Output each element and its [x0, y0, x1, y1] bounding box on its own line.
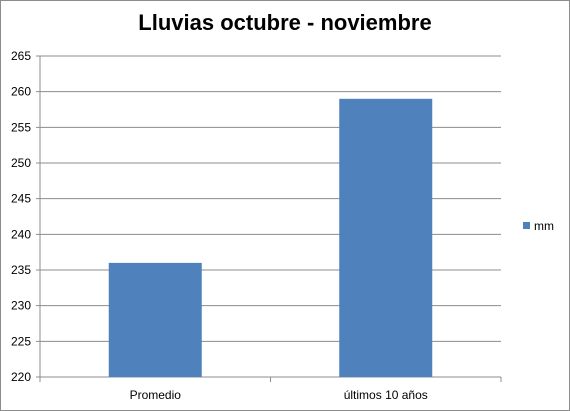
legend-swatch — [523, 222, 530, 229]
y-tick-label: 230 — [11, 299, 31, 313]
y-tick-label: 255 — [11, 120, 31, 134]
y-tick-label: 225 — [11, 334, 31, 348]
x-tick-label: últimos 10 años — [344, 388, 428, 402]
y-tick-label: 235 — [11, 263, 31, 277]
x-tick-label: Promedio — [130, 388, 182, 402]
y-tick-label: 240 — [11, 227, 31, 241]
y-tick-label: 260 — [11, 85, 31, 99]
chart-title: Lluvias octubre - noviembre — [138, 10, 432, 35]
bar — [108, 262, 202, 377]
y-tick-label: 245 — [11, 192, 31, 206]
bar — [339, 98, 433, 378]
y-tick-label: 250 — [11, 156, 31, 170]
y-tick-label: 220 — [11, 370, 31, 384]
legend-label: mm — [534, 219, 554, 233]
y-tick-label: 265 — [11, 49, 31, 63]
